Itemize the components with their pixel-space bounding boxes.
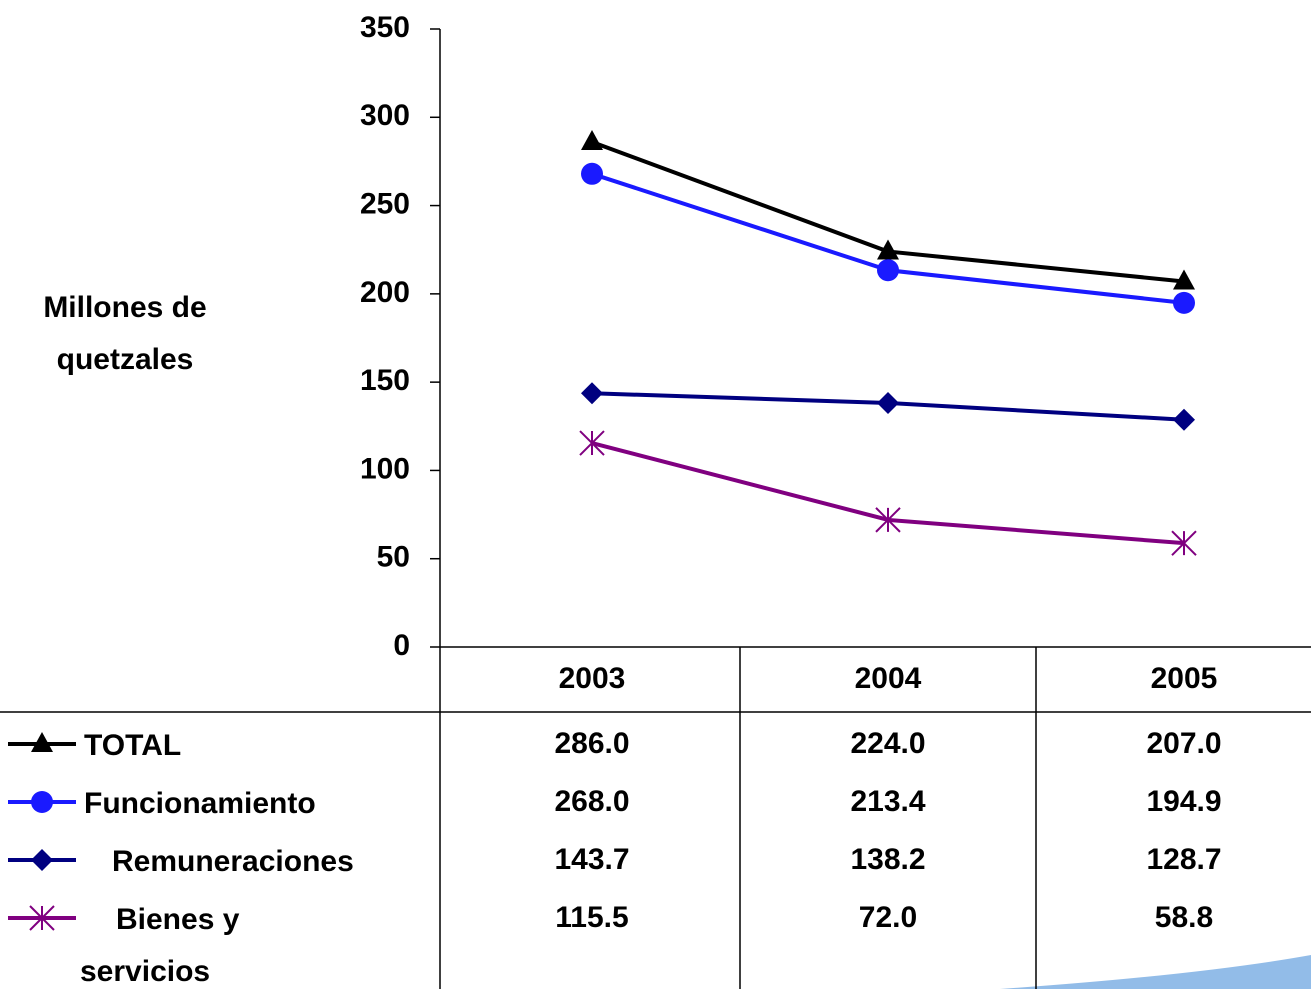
y-axis-label: Millones de quetzales xyxy=(43,291,207,376)
y-tick-label: 150 xyxy=(360,364,410,397)
table-value: 194.9 xyxy=(1146,785,1221,818)
marker xyxy=(877,391,899,414)
y-tick-label: 350 xyxy=(360,11,410,44)
legend-label: Bienes y servicios xyxy=(80,903,240,988)
table-value: 138.2 xyxy=(850,843,925,876)
x-tick-label: 2005 xyxy=(1151,662,1218,695)
table-value: 268.0 xyxy=(554,785,629,818)
marker xyxy=(1173,408,1195,431)
y-tick-label: 250 xyxy=(360,187,410,220)
marker xyxy=(31,791,53,813)
marker xyxy=(1173,269,1195,290)
series-line xyxy=(591,171,1185,305)
legend-label: TOTAL xyxy=(84,729,182,762)
marker xyxy=(877,239,899,260)
table-value: 207.0 xyxy=(1146,727,1221,760)
y-tick-label: 300 xyxy=(360,99,410,132)
decoration xyxy=(1000,955,1311,989)
y-tick-label: 50 xyxy=(377,541,410,574)
legend-label-box: Remuneraciones xyxy=(112,845,354,878)
table-value: 128.7 xyxy=(1146,843,1221,876)
marker xyxy=(875,507,901,533)
legend-label-box: Bienes y servicios xyxy=(80,903,240,988)
marker xyxy=(29,905,55,931)
table-value: 58.8 xyxy=(1155,901,1213,934)
table-value: 72.0 xyxy=(859,901,917,934)
marker xyxy=(877,259,899,282)
marker xyxy=(579,430,605,456)
table-value: 115.5 xyxy=(555,901,628,934)
legend-label-box: TOTAL xyxy=(84,729,182,762)
x-tick-label: 2004 xyxy=(855,662,922,695)
y-tick-label: 100 xyxy=(360,452,410,485)
marker xyxy=(1173,291,1195,314)
marker xyxy=(581,130,603,151)
marker xyxy=(581,162,603,185)
marker xyxy=(1171,530,1197,556)
legend-label: Remuneraciones xyxy=(112,845,354,878)
marker xyxy=(581,382,603,405)
legend-label-box: Funcionamiento xyxy=(84,787,316,820)
x-tick-label: 2003 xyxy=(559,662,626,695)
table-value: 213.4 xyxy=(850,785,925,818)
y-tick-label: 0 xyxy=(393,629,410,662)
y-label-box: Millones de quetzales xyxy=(43,291,207,376)
marker xyxy=(31,732,53,752)
marker xyxy=(31,849,53,871)
y-tick-label: 200 xyxy=(360,276,410,309)
table-value: 143.7 xyxy=(554,843,629,876)
table-value: 224.0 xyxy=(850,727,925,760)
table-value: 286.0 xyxy=(554,727,629,760)
legend-label: Funcionamiento xyxy=(84,787,316,820)
